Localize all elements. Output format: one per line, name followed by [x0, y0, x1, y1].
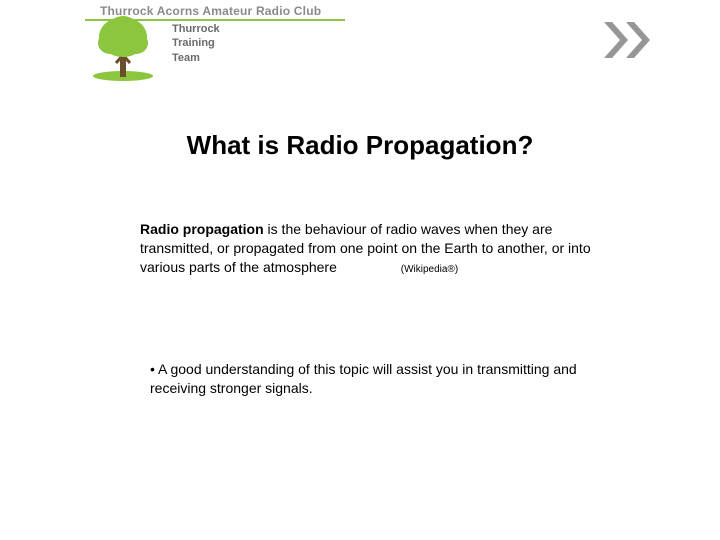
bullet-text: A good understanding of this topic will …: [150, 361, 577, 396]
definition-paragraph: Radio propagation is the behaviour of ra…: [140, 220, 620, 277]
definition-lead: Radio propagation: [140, 221, 264, 237]
club-logo: [85, 10, 160, 85]
chevron-decoration-icon: [600, 20, 660, 65]
citation: (Wikipedia®): [401, 264, 458, 275]
team-line-2: Training: [172, 36, 220, 50]
slide-title: What is Radio Propagation?: [0, 130, 720, 161]
team-line-3: Team: [172, 51, 220, 65]
tree-icon: [88, 13, 158, 83]
team-label: Thurrock Training Team: [172, 22, 220, 65]
bullet-paragraph: • A good understanding of this topic wil…: [150, 360, 620, 398]
header: Thurrock Acorns Amateur Radio Club Thurr…: [0, 0, 720, 80]
team-line-1: Thurrock: [172, 22, 220, 36]
